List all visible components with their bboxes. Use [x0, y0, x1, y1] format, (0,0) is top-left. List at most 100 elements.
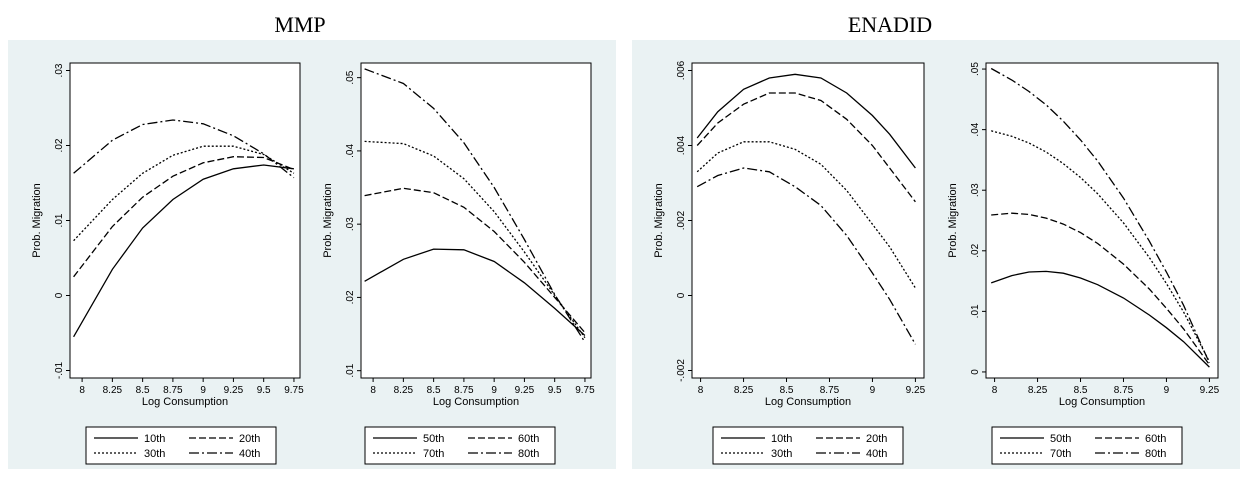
- legend-box: [712, 426, 904, 465]
- legend-label: 10th: [144, 433, 165, 445]
- group-title-enadid: ENADID: [847, 12, 933, 37]
- legend-label: 40th: [239, 448, 260, 460]
- x-tick-label: 9: [491, 385, 497, 396]
- legend-label: 60th: [1145, 433, 1166, 445]
- y-tick-label: .03: [345, 217, 356, 231]
- x-axis-title: Log Consumption: [765, 396, 851, 408]
- x-tick-label: 8.25: [394, 385, 414, 396]
- y-tick-label: .03: [970, 183, 981, 197]
- x-tick-label: 9.5: [257, 385, 271, 396]
- y-tick-label: .02: [345, 290, 356, 304]
- x-tick-label: 9: [1164, 385, 1170, 396]
- legend-label: 50th: [1050, 433, 1071, 445]
- x-tick-label: 9.75: [284, 385, 304, 396]
- series-line-20th: [696, 92, 916, 203]
- series-line-10th: [73, 164, 294, 338]
- x-tick-label: 9.25: [906, 385, 926, 396]
- y-tick-label: .04: [345, 144, 356, 158]
- legend-label: 10th: [771, 433, 792, 445]
- legend-label: 70th: [423, 448, 444, 460]
- series-line-10th: [696, 73, 916, 169]
- legend-label: 60th: [518, 433, 539, 445]
- y-tick-label: 0: [54, 292, 65, 298]
- x-tick-label: 8.5: [1074, 385, 1088, 396]
- y-axis-title: Prob. Migration: [947, 183, 959, 258]
- x-axis-title: Log Consumption: [142, 396, 228, 408]
- y-tick-label: .002: [676, 210, 687, 230]
- legend-label: 20th: [239, 433, 260, 445]
- y-tick-label: -.002: [676, 359, 687, 382]
- chart-3: 8 8.25 8.5 8.75 9 9.25 -.002 0 .002 .004 .006 Log C…: [653, 60, 926, 465]
- series-line-70th: [991, 130, 1210, 362]
- x-tick-label: 8.25: [103, 385, 123, 396]
- legend-box: [364, 426, 556, 465]
- y-tick-label: 0: [676, 292, 687, 298]
- y-tick-label: .03: [54, 63, 65, 77]
- x-tick-label: 8.5: [780, 385, 794, 396]
- legend-label: 30th: [771, 448, 792, 460]
- y-tick-label: .01: [970, 304, 981, 318]
- x-tick-label: 9.25: [224, 385, 244, 396]
- x-tick-label: 9.5: [548, 385, 562, 396]
- x-tick-label: 8: [79, 385, 85, 396]
- series-line-80th: [990, 67, 1210, 364]
- y-tick-label: 0: [970, 369, 981, 375]
- y-tick-label: .02: [970, 243, 981, 257]
- series-line-60th: [991, 212, 1210, 366]
- legend-label: 30th: [144, 448, 165, 460]
- legend-label: 20th: [866, 433, 887, 445]
- x-tick-label: 9.75: [575, 385, 595, 396]
- series-line-80th: [364, 68, 586, 343]
- legend-label: 40th: [866, 448, 887, 460]
- y-tick-label: -.01: [54, 361, 65, 379]
- y-tick-label: .05: [345, 70, 356, 84]
- x-tick-label: 8.75: [820, 385, 840, 396]
- x-tick-label: 8.5: [136, 385, 150, 396]
- legend-label: 80th: [1145, 448, 1166, 460]
- y-tick-label: .01: [54, 213, 65, 227]
- x-tick-label: 8.75: [1114, 385, 1134, 396]
- y-axis-title: Prob. Migration: [653, 183, 665, 258]
- legend-label: 70th: [1050, 448, 1071, 460]
- x-tick-label: 8.25: [1028, 385, 1048, 396]
- x-tick-label: 8: [698, 385, 704, 396]
- series-line-50th: [364, 248, 586, 336]
- x-tick-label: 9: [870, 385, 876, 396]
- y-tick-label: .05: [970, 62, 981, 76]
- series-line-50th: [990, 270, 1210, 368]
- plot-area: [360, 62, 592, 379]
- y-tick-label: .02: [54, 138, 65, 152]
- x-tick-label: 9.25: [1200, 385, 1220, 396]
- y-axis-title: Prob. Migration: [31, 183, 43, 258]
- x-tick-label: 9.25: [515, 385, 535, 396]
- y-tick-label: .01: [345, 363, 356, 377]
- y-tick-label: .04: [970, 122, 981, 136]
- x-tick-label: 8.25: [734, 385, 754, 396]
- group-title-mmp: MMP: [274, 12, 326, 37]
- y-tick-label: .006: [676, 60, 687, 80]
- series-line-20th: [73, 156, 295, 278]
- x-axis-title: Log Consumption: [1059, 396, 1145, 408]
- series-line-60th: [364, 187, 586, 334]
- x-tick-label: 8.75: [163, 385, 183, 396]
- series-line-30th: [696, 141, 916, 289]
- x-tick-label: 9: [200, 385, 206, 396]
- plot-area: [691, 62, 925, 379]
- x-tick-label: 8.5: [427, 385, 441, 396]
- series-line-70th: [364, 140, 586, 339]
- series-line-40th: [73, 119, 295, 179]
- x-tick-label: 8: [992, 385, 998, 396]
- chart-1: 8 8.25 8.5 8.75 9 9.25 9.5 9.75 -.01 0 .01 .02 .03 Lo…: [31, 62, 304, 465]
- legend-label: 50th: [423, 433, 444, 445]
- x-tick-label: 8.75: [454, 385, 474, 396]
- x-tick-label: 8: [370, 385, 376, 396]
- chart-4: 8 8.25 8.5 8.75 9 9.25 0 .01 .02 .03 .04 .05 Log Con…: [947, 62, 1220, 465]
- y-axis-title: Prob. Migration: [322, 183, 334, 258]
- y-tick-label: .004: [676, 135, 687, 155]
- plot-area: [985, 62, 1219, 379]
- x-axis-title: Log Consumption: [433, 396, 519, 408]
- legend-label: 80th: [518, 448, 539, 460]
- plot-area: [69, 62, 301, 379]
- legend-box: [991, 426, 1183, 465]
